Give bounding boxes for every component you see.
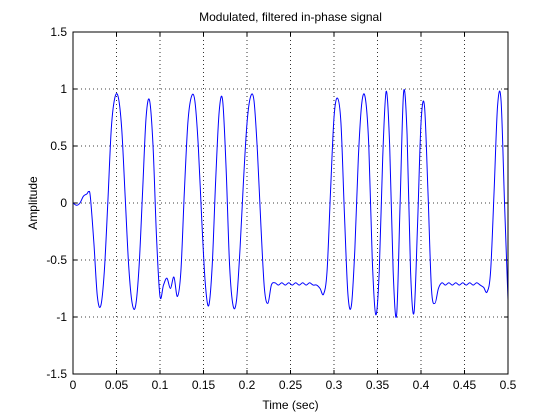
x-tick-label: 0.1 [152,378,169,392]
chart-title: Modulated, filtered in-phase signal [199,10,382,24]
x-tick-label: 0.45 [453,378,477,392]
axes-frame [72,31,509,375]
y-tick-label: 1.5 [50,25,67,39]
x-tick-label: 0.2 [239,378,256,392]
signal-line [72,89,509,318]
y-tick-labels: -1.5 -1 -0.5 0 0.5 1 1.5 [46,25,67,381]
y-tick-label: -1 [56,310,67,324]
x-tick-label: 0 [70,378,77,392]
x-tick-label: 0.5 [500,378,517,392]
x-tick-label: 0.15 [192,378,216,392]
x-axis-label: Time (sec) [262,398,318,412]
x-tick-label: 0.05 [105,378,129,392]
x-tick-label: 0.35 [366,378,390,392]
axis-ticks [72,31,509,375]
x-tick-labels: 0 0.05 0.1 0.15 0.2 0.25 0.3 0.35 0.4 0.45 0.5 [70,378,517,392]
y-tick-label: 1 [60,82,67,96]
y-tick-label: 0.5 [50,139,67,153]
y-tick-label: -0.5 [46,253,67,267]
y-tick-label: 0 [60,196,67,210]
y-axis-label: Amplitude [26,176,40,230]
x-tick-label: 0.25 [279,378,303,392]
x-tick-label: 0.4 [413,378,430,392]
x-tick-label: 0.3 [326,378,343,392]
y-tick-label: -1.5 [46,367,67,381]
axes-box [72,31,509,375]
grid-lines [73,32,508,374]
